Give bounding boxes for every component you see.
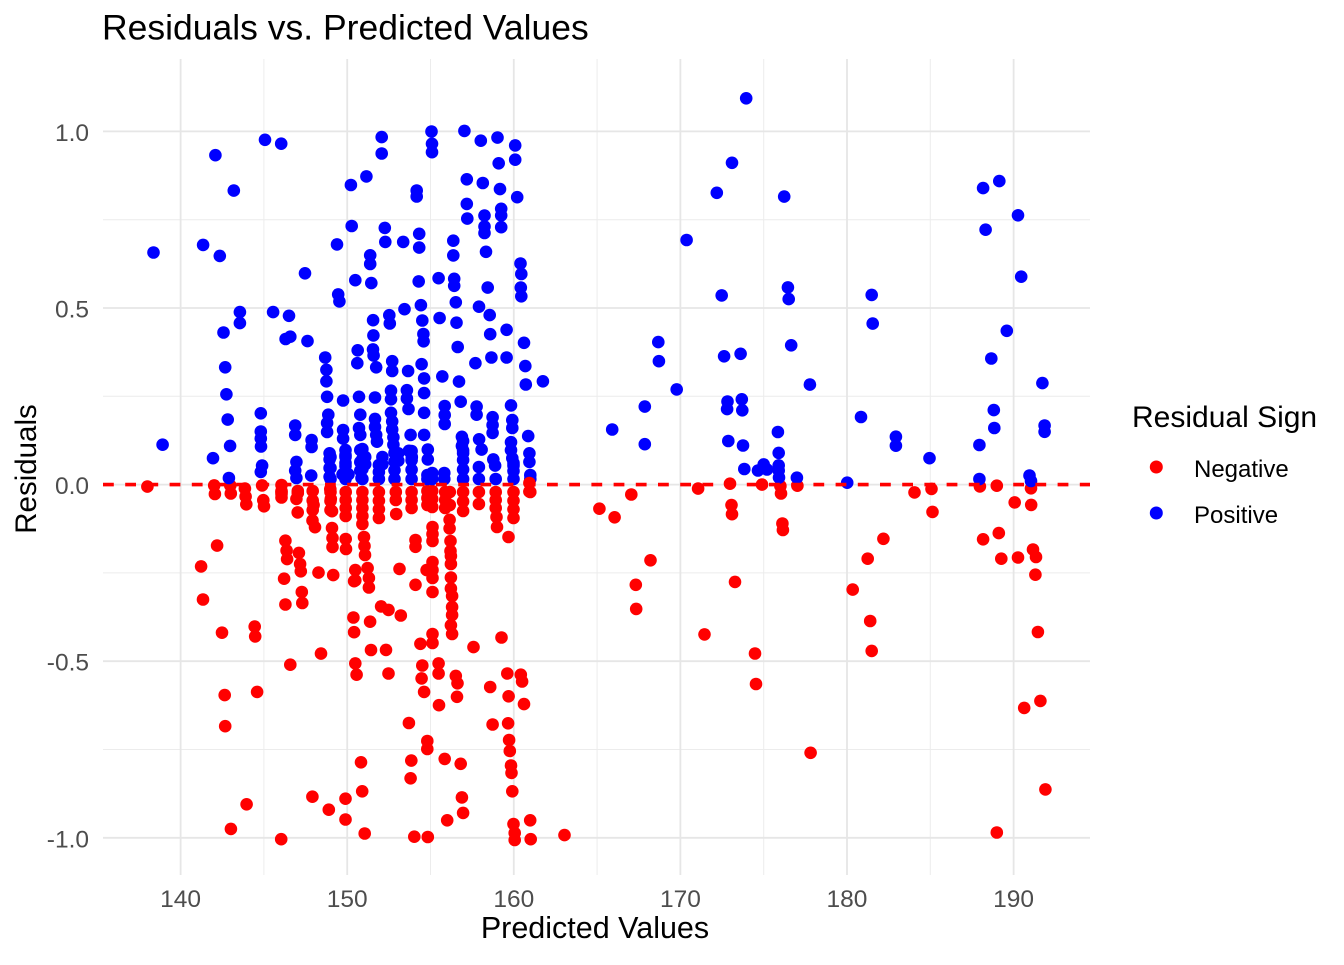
svg-text:0.5: 0.5 <box>55 297 89 324</box>
svg-text:-1.0: -1.0 <box>47 826 89 853</box>
svg-text:160: 160 <box>493 886 534 913</box>
svg-text:Predicted Values: Predicted Values <box>481 911 709 945</box>
svg-text:1.0: 1.0 <box>55 120 89 147</box>
svg-text:Negative: Negative <box>1194 456 1289 483</box>
svg-text:180: 180 <box>827 886 868 913</box>
svg-text:Positive: Positive <box>1194 502 1278 529</box>
svg-text:Residuals: Residuals <box>10 404 43 534</box>
svg-text:Residuals vs. Predicted Values: Residuals vs. Predicted Values <box>102 8 589 48</box>
svg-text:-0.5: -0.5 <box>47 650 89 677</box>
svg-text:140: 140 <box>160 886 201 913</box>
svg-text:170: 170 <box>660 886 701 913</box>
svg-text:150: 150 <box>327 886 368 913</box>
svg-text:0.0: 0.0 <box>55 473 89 500</box>
svg-text:190: 190 <box>993 886 1034 913</box>
svg-text:Residual Sign: Residual Sign <box>1132 401 1317 434</box>
